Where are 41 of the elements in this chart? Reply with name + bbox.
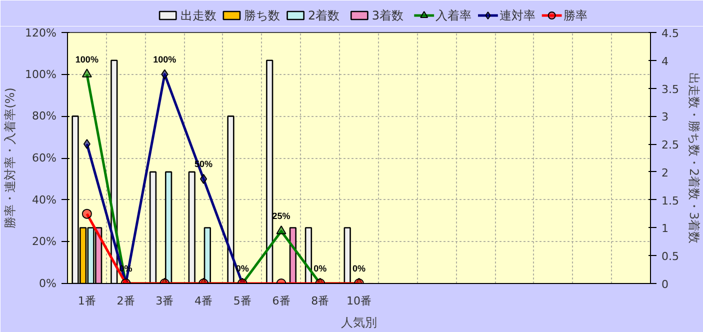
annotation: 100% xyxy=(75,54,98,64)
y-tick-label: 0% xyxy=(39,277,56,290)
annotation: 25% xyxy=(272,211,290,222)
y2-tick-label: 0 xyxy=(662,278,668,291)
legend-label: 勝ち数 xyxy=(244,8,280,22)
y2-tick-label: 1 xyxy=(662,222,668,236)
y2-tick-label: 4.5 xyxy=(662,27,679,40)
x-tick-label: 3番 xyxy=(156,294,174,308)
y2-tick-label: 3 xyxy=(662,110,668,124)
x-axis-title: 人気別 xyxy=(341,316,377,330)
annotation: 0% xyxy=(314,264,327,274)
y-tick-label: 80% xyxy=(32,110,57,123)
x-tick-label: 6番 xyxy=(272,294,290,308)
y2-tick-label: 4 xyxy=(662,54,668,68)
legend-label: 3着数 xyxy=(372,8,404,22)
y2-tick-label: 2 xyxy=(662,166,668,180)
y-tick-label: 40% xyxy=(32,193,57,206)
y2-tick-label: 2.5 xyxy=(662,138,679,152)
annotation: 0% xyxy=(352,264,366,274)
legend-label: 連対率 xyxy=(500,8,536,22)
y-tick-label: 60% xyxy=(32,152,57,164)
y2-tick-label: 1.5 xyxy=(662,194,679,208)
x-tick-label: 1番 xyxy=(78,294,96,308)
y-tick-label: 120% xyxy=(25,26,57,40)
x-tick-label: 2番 xyxy=(116,294,135,308)
legend-label: 入着率 xyxy=(436,8,472,22)
legend-label: 出走数 xyxy=(180,8,216,22)
y-axis-title: 勝率・連対率・入着率(%) xyxy=(3,88,18,228)
y-tick-label: 20% xyxy=(32,235,57,248)
y2-axis-title: 出走数・勝ち数・2着数・3着数 xyxy=(686,72,701,244)
y2-tick-label: 0.5 xyxy=(662,250,679,264)
x-tick-label: 4番 xyxy=(194,294,213,308)
legend-label: 勝率 xyxy=(563,8,588,22)
x-tick-label: 5番 xyxy=(233,294,252,308)
y-tick-label: 100% xyxy=(25,68,57,81)
x-tick-label: 10番 xyxy=(346,294,372,308)
x-tick-label: 8番 xyxy=(311,294,330,308)
annotation: 100% xyxy=(153,54,176,64)
y2-tick-label: 3.5 xyxy=(662,82,679,96)
annotation: 0% xyxy=(119,264,132,274)
legend-label: 2着数 xyxy=(308,8,340,22)
